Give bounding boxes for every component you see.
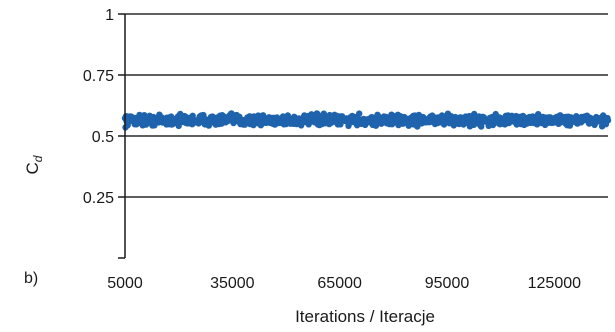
panel-label: b) bbox=[24, 270, 38, 287]
series-cd-points bbox=[121, 110, 612, 131]
point-0-899 bbox=[604, 117, 612, 124]
y-axis-ticks: 0.25 0.5 0.75 1 bbox=[83, 7, 125, 259]
grid-lines bbox=[125, 13, 608, 198]
y-tick-label-1: 0.25 bbox=[83, 190, 114, 207]
y-axis-title-sub: d bbox=[31, 155, 45, 162]
x-tick-label-0: 5000 bbox=[107, 275, 143, 292]
y-tick-label-4: 1 bbox=[105, 7, 114, 24]
x-tick-label-2: 65000 bbox=[317, 275, 362, 292]
x-tick-label-3: 95000 bbox=[425, 275, 470, 292]
y-tick-label-3: 0.75 bbox=[83, 68, 114, 85]
point-0-436 bbox=[356, 110, 363, 117]
y-tick-label-2: 0.5 bbox=[92, 129, 114, 146]
y-axis-title: Cd bbox=[23, 155, 45, 174]
x-axis-title: Iterations / Iteracje bbox=[295, 307, 435, 326]
point-0-594 bbox=[440, 121, 448, 128]
x-tick-label-4: 125000 bbox=[528, 275, 581, 292]
x-axis-ticks: 5000 35000 65000 95000 125000 bbox=[107, 275, 581, 292]
x-tick-label-1: 35000 bbox=[210, 275, 255, 292]
y-axis-title-main: C bbox=[23, 162, 42, 174]
